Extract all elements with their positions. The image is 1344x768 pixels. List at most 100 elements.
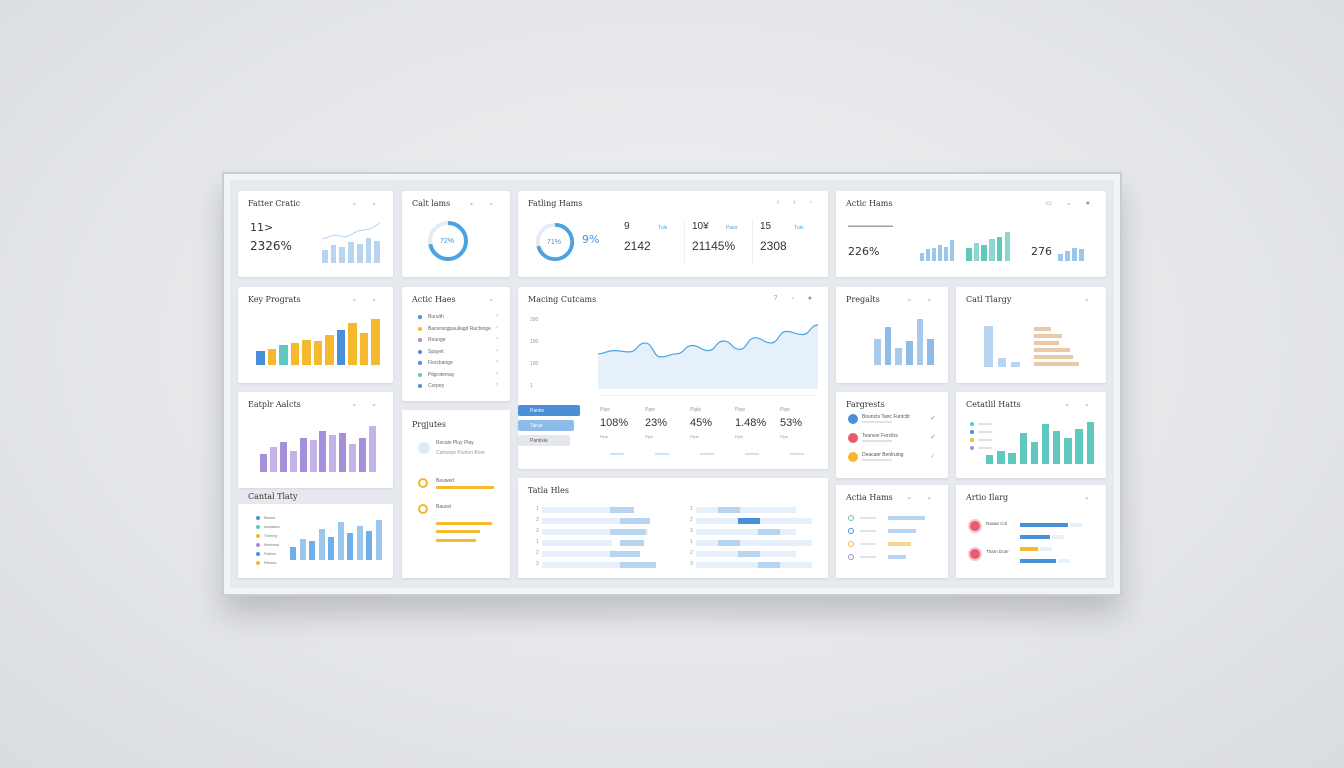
table-row-index: 1 <box>536 506 539 512</box>
item-label: Rounge <box>428 337 446 343</box>
bar <box>348 242 354 263</box>
panel-menu-icon[interactable]: ⌄ ⌄ <box>351 200 383 207</box>
blue-bar-chart <box>290 518 382 560</box>
h-bar <box>1034 327 1051 331</box>
bar <box>329 435 337 472</box>
list-item: Fiorckange <box>418 359 498 367</box>
panel-title: Catl Tlargy <box>966 295 1012 304</box>
table-cell-bar <box>542 551 630 557</box>
h-bar <box>888 516 925 520</box>
bar <box>973 243 980 261</box>
panel-menu-icon[interactable]: ⌄ ⌄ <box>468 200 500 207</box>
panel-menu-icon[interactable]: ⌄ <box>488 296 500 303</box>
bar <box>966 248 972 261</box>
bar <box>916 319 924 365</box>
table-cell-bar <box>542 562 648 568</box>
table-cell-bar-2 <box>696 529 796 535</box>
panel-subtitle: ▬▬▬▬▬▬▬▬▬ <box>848 223 893 229</box>
panel-menu-icon[interactable]: ⌄ <box>1084 494 1096 501</box>
h-bar <box>1020 523 1068 527</box>
h-bar-tail <box>1070 523 1082 527</box>
panel-title: Actic Haes <box>412 295 456 304</box>
panel-menu-icon[interactable]: ⌄ ⌄ <box>351 401 383 408</box>
panel-catl-tlargy: Catl Tlargy ⌄ <box>956 287 1106 383</box>
panel-fargrests: Fargrests Bouncts Tanc Funtcltr ✓ Teancer … <box>836 392 948 478</box>
h-bar-tail <box>1052 535 1064 539</box>
row-label-line <box>860 543 876 545</box>
bar <box>1053 431 1061 464</box>
h-bar <box>1020 559 1056 563</box>
y-tick-label: 100 <box>530 361 539 367</box>
panel-menu-icon[interactable]: ⌄ <box>1084 296 1096 303</box>
h-bar <box>888 529 916 533</box>
metric-spark <box>700 453 714 455</box>
panel-title: Artio Ilarg <box>966 493 1009 502</box>
panel-menu-icon[interactable]: ⌄ ⌄ <box>1064 401 1096 408</box>
status-avatar <box>848 433 858 443</box>
table-row-index: 2 <box>536 517 539 523</box>
metric-value: 23% <box>645 417 668 429</box>
pamivie-button[interactable]: Pamivie <box>518 435 570 446</box>
table-row-index-2: 2 <box>690 550 693 556</box>
panel-title: Cantal Tlaty <box>248 492 298 501</box>
panel-nav-icons[interactable]: ‹ › ◦ <box>776 199 818 206</box>
bar <box>356 526 363 560</box>
row-icon <box>848 541 854 547</box>
legend-dot <box>256 552 260 556</box>
donut-label: 72% <box>440 238 455 245</box>
bar <box>279 442 287 472</box>
table-cell-accent-2 <box>718 540 740 546</box>
bar <box>365 237 372 263</box>
bar <box>374 240 380 263</box>
bar <box>322 249 328 263</box>
chevron-right-icon: › <box>496 382 498 388</box>
item-label: Pilgrotemay <box>428 371 455 378</box>
bar <box>931 248 937 261</box>
chart-line <box>598 324 818 358</box>
y-tick-label: 1 <box>530 383 533 389</box>
row-label-line <box>860 556 876 558</box>
pamie-button[interactable]: Pamie <box>518 405 580 416</box>
panel-key-prograts: Key Prograts ⌄ ⌄ <box>238 287 393 383</box>
bar <box>348 322 357 365</box>
tarue-button[interactable]: Tarue <box>518 420 574 431</box>
table-cell-bar-2 <box>696 562 812 568</box>
table-cell-accent <box>610 507 634 513</box>
panel-menu-icon[interactable]: ⌄ ⌄ <box>906 494 938 501</box>
bar <box>269 446 277 472</box>
table-row-index-2: 1 <box>690 506 693 512</box>
kpi-value: 226% <box>848 245 880 258</box>
table-cell-accent <box>620 518 650 524</box>
legend-line <box>978 423 992 425</box>
bar <box>1030 442 1039 464</box>
bar <box>1058 254 1063 261</box>
panel-title: Eatplr Aalcts <box>248 400 301 409</box>
mini-bar-chart-b <box>966 229 1010 261</box>
item-icon <box>418 326 422 331</box>
panel-tatla-hles: Tatla Hles 1 1 2 2 3 3 1 1 2 2 3 3 <box>518 478 828 578</box>
bar <box>279 345 288 365</box>
panel-nav-icons[interactable]: ? ◦ ● <box>773 295 818 302</box>
panel-filter-icon[interactable]: ▭ ⌄ ● <box>1045 200 1096 207</box>
metric-value: 53% <box>780 417 803 429</box>
bar <box>260 453 268 472</box>
table-cell-bar <box>542 518 630 524</box>
status-avatar <box>848 452 858 462</box>
list-item: Bacerangpauliagd Rachinge <box>418 325 498 333</box>
bar <box>267 349 277 365</box>
check-icon: ✓ <box>930 434 936 441</box>
user-avatar <box>968 519 982 533</box>
bar <box>368 426 376 472</box>
h-bar <box>1034 334 1062 338</box>
table-cell-accent-2 <box>758 562 780 568</box>
bar <box>356 243 363 263</box>
panel-menu-icon[interactable]: ⌄ ⌄ <box>906 296 938 303</box>
mini-bar-chart-a <box>920 235 954 261</box>
legend-label: Rlenes <box>264 560 277 565</box>
panel-menu-icon[interactable]: ⌄ ⌄ <box>351 296 383 303</box>
panel-pregalts: Pregalts ⌄ ⌄ <box>836 287 948 383</box>
legend-dot <box>256 534 260 538</box>
kpi-value-2: 276 <box>1031 245 1052 258</box>
bar <box>309 541 316 560</box>
table-cell-accent-2 <box>718 507 740 513</box>
